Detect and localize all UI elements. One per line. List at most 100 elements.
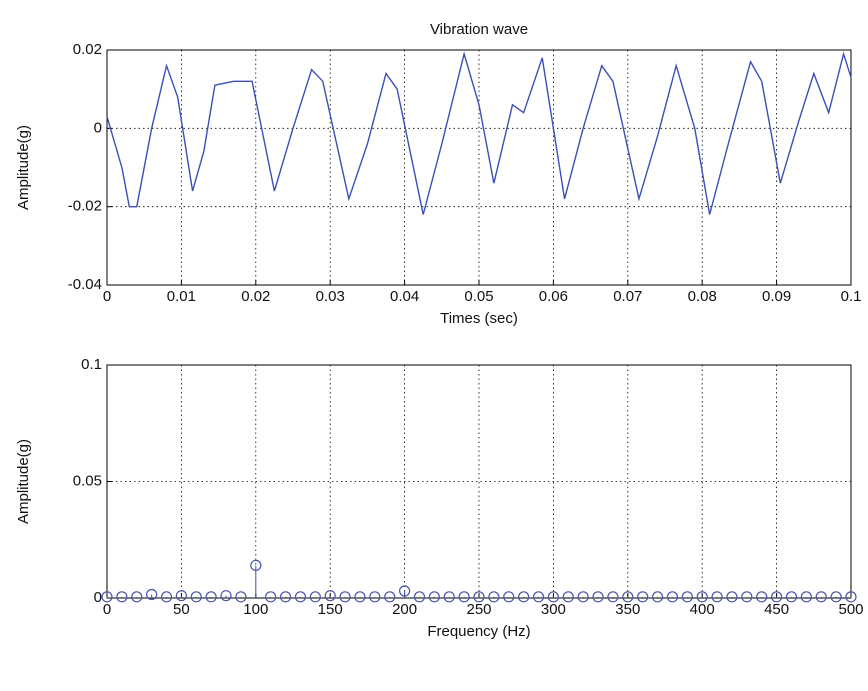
stem-marker: [428, 591, 440, 603]
y-tick-label: 0: [94, 589, 102, 606]
stem-marker: [741, 591, 753, 603]
x-tick-label: 0.09: [762, 288, 791, 305]
stem: [250, 559, 262, 598]
x-tick-label: 100: [243, 601, 268, 618]
stem-marker: [785, 591, 798, 603]
x-tick-label: 150: [318, 601, 343, 618]
x-tick-label: 0.01: [167, 288, 196, 305]
x-tick-label: 0.05: [464, 288, 493, 305]
y-tick-label: 0.05: [73, 472, 102, 489]
stem: [637, 591, 649, 603]
y-axis-label: Amplitude(g): [15, 439, 32, 524]
stem: [294, 591, 307, 603]
stem: [384, 591, 396, 603]
stem-marker: [294, 591, 307, 603]
x-tick-label: 50: [173, 601, 190, 618]
stem: [651, 591, 664, 603]
stem: [175, 590, 187, 602]
stem: [428, 591, 440, 603]
stem: [220, 590, 232, 602]
stem-marker: [399, 585, 411, 597]
stem: [503, 591, 515, 603]
stem: [190, 591, 202, 603]
stem: [800, 591, 812, 603]
x-tick-label: 450: [764, 601, 789, 618]
stem-marker: [770, 591, 783, 603]
stem-marker: [101, 591, 113, 603]
stem: [622, 591, 634, 603]
y-tick-label: 0.02: [73, 41, 102, 58]
stem-marker: [488, 591, 500, 603]
stem-marker: [250, 559, 262, 571]
stem-marker: [146, 588, 158, 601]
stem: [592, 591, 604, 603]
stem: [399, 585, 411, 598]
stem-marker: [443, 591, 455, 603]
stem-marker: [131, 591, 143, 603]
stem-marker: [339, 591, 351, 603]
stem-marker: [324, 590, 336, 602]
stem: [756, 591, 768, 603]
x-tick-label: 0.06: [539, 288, 568, 305]
stem-marker: [175, 590, 187, 602]
stem-marker: [279, 591, 292, 603]
x-tick-label: 250: [466, 601, 491, 618]
stem-marker: [562, 591, 574, 603]
stem: [518, 591, 530, 603]
stem: [101, 591, 113, 603]
stem-marker: [503, 591, 515, 603]
stem: [473, 591, 485, 603]
chart-title: Vibration wave: [430, 21, 528, 38]
stem: [696, 591, 708, 603]
stem-marker: [756, 591, 768, 603]
x-tick-label: 0: [103, 288, 111, 305]
stem-marker: [651, 591, 664, 603]
stem: [339, 591, 351, 603]
stem: [815, 591, 827, 603]
stem: [726, 591, 738, 603]
stem: [785, 591, 798, 603]
x-tick-label: 0.03: [316, 288, 345, 305]
stem-marker: [800, 591, 812, 603]
y-tick-label: 0.1: [81, 356, 102, 373]
stem-marker: [696, 591, 708, 603]
stem: [547, 591, 560, 603]
stem-marker: [607, 591, 619, 603]
stem-marker: [458, 591, 470, 603]
stem: [741, 591, 753, 603]
stem: [532, 591, 545, 603]
stem-marker: [637, 591, 649, 603]
stem-marker: [622, 591, 634, 603]
stem: [488, 591, 500, 603]
stem-marker: [815, 591, 827, 603]
stem: [458, 591, 470, 603]
stem: [443, 591, 455, 603]
stem: [146, 588, 158, 601]
y-axis-label: Amplitude(g): [15, 125, 32, 210]
stem-marker: [830, 591, 842, 603]
stem: [279, 591, 292, 603]
stem-marker: [384, 591, 396, 603]
x-tick-label: 0.04: [390, 288, 419, 305]
stem: [309, 591, 321, 603]
y-tick-label: 0: [94, 119, 102, 136]
stem-marker: [265, 591, 277, 603]
stem-marker: [220, 590, 232, 602]
stem: [681, 591, 693, 603]
stem: [116, 591, 128, 603]
stem-marker: [205, 591, 217, 603]
stem-marker: [354, 591, 366, 603]
x-tick-label: 500: [838, 601, 863, 618]
stem: [830, 591, 842, 603]
stem-marker: [309, 591, 321, 603]
y-tick-label: -0.04: [68, 276, 102, 293]
x-tick-label: 300: [541, 601, 566, 618]
stem-marker: [473, 591, 485, 603]
x-tick-label: 350: [615, 601, 640, 618]
x-tick-label: 0.02: [241, 288, 270, 305]
stem-marker: [726, 591, 738, 603]
x-axis-label: Times (sec): [440, 310, 518, 327]
stem: [235, 591, 247, 603]
x-tick-label: 200: [392, 601, 417, 618]
